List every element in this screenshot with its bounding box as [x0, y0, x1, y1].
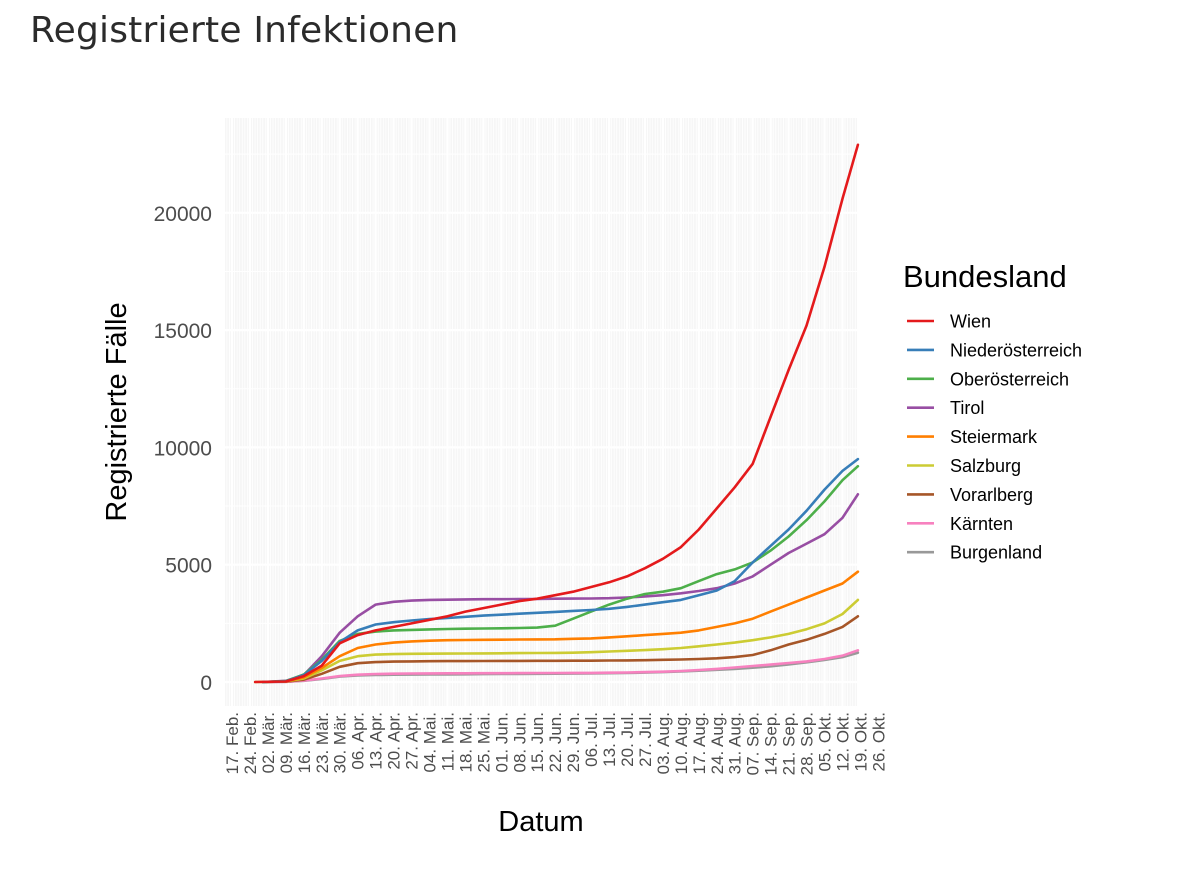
x-tick-label: 12. Okt.	[833, 712, 852, 772]
x-tick-label: 11. Mai.	[438, 712, 457, 771]
legend-label: Wien	[950, 312, 991, 332]
x-tick-label: 13. Jul.	[600, 712, 619, 767]
x-tick-label: 06. Jul.	[582, 712, 601, 767]
x-tick-label: 01. Jun.	[492, 712, 511, 773]
series-line-niederösterreich	[261, 457, 860, 684]
y-axis-ticks: 0 5000 10000 15000 20000	[154, 203, 212, 695]
x-tick-label: 07. Sep.	[744, 712, 763, 775]
series-line-wien	[253, 143, 860, 684]
y-tick-label: 20000	[154, 203, 212, 226]
x-tick-label: 24. Feb.	[241, 712, 260, 774]
x-tick-label: 28. Sep.	[798, 712, 817, 775]
x-tick-label: 17. Aug.	[690, 712, 709, 774]
x-tick-label: 05. Okt.	[816, 712, 835, 772]
legend-label: Kärnten	[950, 514, 1013, 534]
x-tick-label: 14. Sep.	[762, 712, 781, 775]
x-axis-ticks: 17. Feb.24. Feb.02. Mär.09. Mär.16. Mär.…	[223, 712, 888, 775]
x-tick-label: 26. Okt.	[869, 712, 888, 772]
x-tick-label: 30. Mär.	[331, 712, 350, 773]
y-axis-label: Registrierte Fälle	[101, 302, 133, 521]
x-tick-label: 20. Apr.	[385, 712, 404, 770]
x-tick-label: 21. Sep.	[780, 712, 799, 775]
series-line-steiermark	[261, 570, 860, 684]
x-tick-label: 08. Jun.	[510, 712, 529, 773]
legend-label: Tirol	[950, 398, 984, 418]
series-lines	[253, 143, 860, 684]
legend-label: Niederösterreich	[950, 340, 1082, 360]
x-tick-label: 24. Aug.	[708, 712, 727, 774]
x-tick-label: 27. Jul.	[636, 712, 655, 767]
legend-label: Salzburg	[950, 456, 1021, 476]
series-line-vorarlberg	[261, 615, 860, 684]
gridlines	[225, 118, 857, 706]
x-tick-label: 03. Aug.	[654, 712, 673, 774]
legend-label: Burgenland	[950, 543, 1042, 563]
x-tick-label: 17. Feb.	[223, 712, 242, 774]
legend-label: Steiermark	[950, 427, 1038, 447]
plot-panel	[225, 118, 857, 706]
x-tick-label: 10. Aug.	[672, 712, 691, 774]
x-tick-label: 15. Jun.	[528, 712, 547, 773]
x-tick-label: 22. Jun.	[546, 712, 565, 773]
x-tick-label: 25. Mai.	[474, 712, 493, 772]
x-tick-label: 04. Mai.	[421, 712, 440, 772]
x-tick-label: 13. Apr.	[367, 712, 386, 770]
legend: Wien Niederösterreich Oberösterreich Tirol S…	[907, 312, 1082, 563]
x-tick-label: 18. Mai.	[456, 712, 475, 772]
page-title: Registrierte Infektionen	[30, 10, 459, 51]
x-tick-label: 27. Apr.	[403, 712, 422, 770]
x-tick-label: 09. Mär.	[277, 712, 296, 773]
x-tick-label: 19. Okt.	[851, 712, 870, 772]
legend-label: Vorarlberg	[950, 485, 1033, 505]
y-tick-label: 10000	[154, 437, 212, 460]
x-axis-label: Datum	[498, 806, 583, 838]
x-tick-label: 29. Jun.	[564, 712, 583, 773]
y-tick-label: 5000	[165, 555, 212, 578]
x-tick-label: 06. Apr.	[349, 712, 368, 770]
series-line-salzburg	[253, 598, 860, 684]
x-tick-label: 16. Mär.	[295, 712, 314, 773]
x-tick-label: 23. Mär.	[313, 712, 332, 773]
x-tick-label: 02. Mär.	[259, 712, 278, 773]
y-tick-label: 0	[200, 672, 212, 695]
series-line-kärnten	[261, 649, 860, 684]
series-line-tirol	[261, 493, 860, 684]
y-tick-label: 15000	[154, 320, 212, 343]
x-tick-label: 20. Jul.	[618, 712, 637, 767]
x-tick-label: 31. Aug.	[726, 712, 745, 774]
legend-label: Oberösterreich	[950, 369, 1069, 389]
legend-title: Bundesland	[903, 259, 1067, 294]
